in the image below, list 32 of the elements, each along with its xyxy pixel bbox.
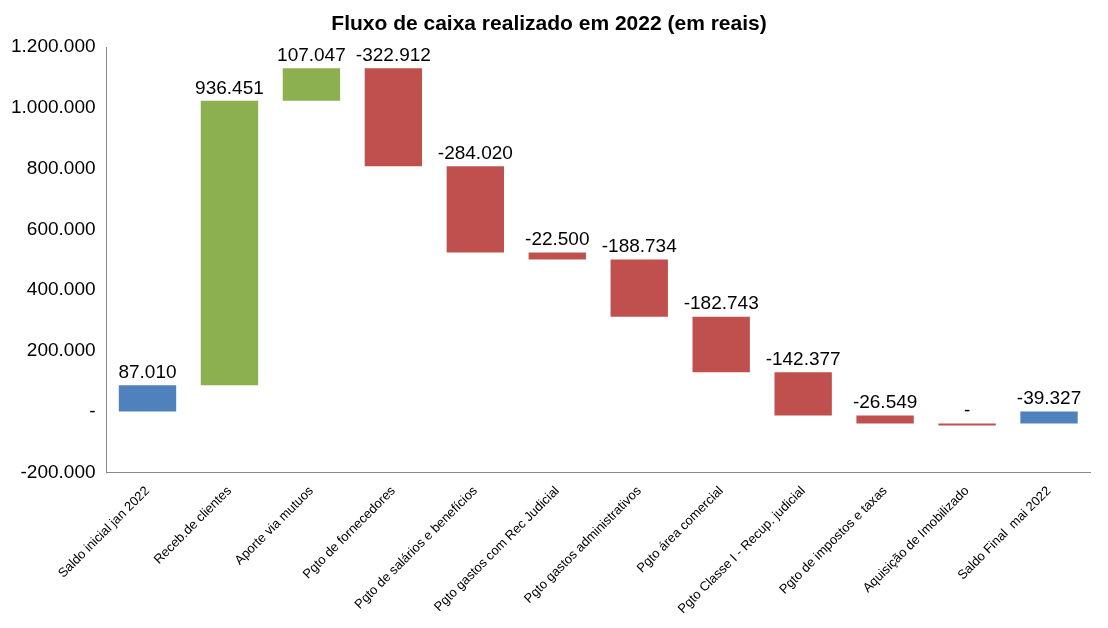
- data-label: -26.549: [852, 391, 918, 413]
- bar: [938, 423, 996, 426]
- bar: [692, 316, 750, 373]
- data-label: -284.020: [437, 142, 513, 164]
- y-tick-label: 1.200.000: [10, 35, 96, 57]
- y-tick-label: 800.000: [26, 156, 96, 178]
- y-tick-label: 600.000: [26, 217, 96, 239]
- y-tick-label: -200.000: [20, 460, 96, 482]
- data-label: -142.377: [765, 347, 841, 369]
- bar: [200, 100, 259, 386]
- data-label: -182.743: [683, 292, 759, 314]
- chart-title: Fluxo de caixa realizado em 2022 (em reais): [331, 11, 767, 35]
- data-label: 936.451: [195, 76, 264, 98]
- bar: [118, 385, 177, 412]
- data-label: -39.327: [1016, 387, 1082, 409]
- data-label: 87.010: [118, 360, 177, 382]
- bar: [774, 372, 832, 416]
- data-label: 107.047: [277, 44, 346, 66]
- bar: [446, 166, 505, 253]
- y-tick-label: -: [89, 399, 96, 421]
- data-label: -188.734: [601, 235, 678, 257]
- y-tick-label: 200.000: [26, 339, 96, 361]
- y-tick-label: 400.000: [26, 278, 96, 300]
- y-tick-label: 1.000.000: [10, 96, 96, 118]
- bar: [364, 68, 423, 167]
- bar: [1020, 411, 1078, 424]
- data-label: -22.500: [525, 228, 590, 250]
- bar: [856, 415, 914, 424]
- bar: [610, 259, 668, 317]
- data-label: -: [963, 399, 971, 421]
- bar: [282, 68, 341, 101]
- data-label: -322.912: [355, 44, 431, 66]
